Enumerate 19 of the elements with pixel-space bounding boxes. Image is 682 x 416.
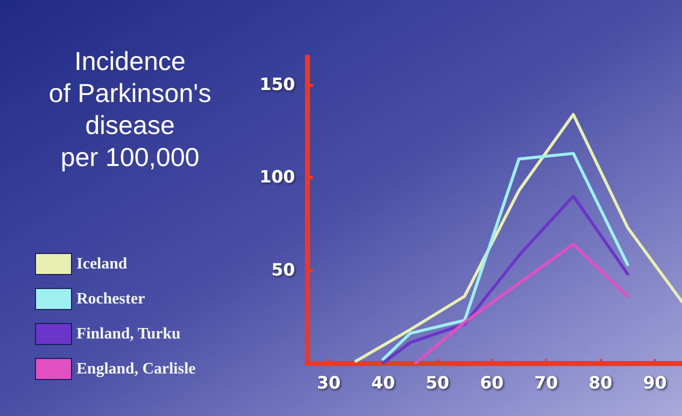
line-series [382, 194, 630, 364]
x-tick-label: 70 [534, 374, 558, 394]
y-tick-label: 150 [260, 74, 296, 95]
line-series [382, 152, 630, 361]
x-tick-label: 30 [316, 374, 341, 394]
x-tick-label: 60 [480, 374, 504, 394]
x-tick-label: 90 [642, 374, 667, 394]
line-series [354, 112, 682, 363]
x-tick-label: 80 [588, 374, 612, 394]
legend-label: Iceland [76, 256, 128, 272]
y-tick-label: 100 [260, 168, 296, 188]
x-tick-label: 40 [371, 374, 396, 394]
legend-label: England, Carlisle [76, 360, 196, 378]
legend-label: Rochester [76, 290, 145, 308]
line-series [414, 242, 630, 364]
legend-label: Finland, Turku [76, 326, 181, 342]
y-tick-label: 50 [271, 260, 296, 280]
text: Incidence of Parkinson's disease per 100,000 [48, 46, 212, 172]
x-tick-label: 50 [426, 374, 450, 394]
